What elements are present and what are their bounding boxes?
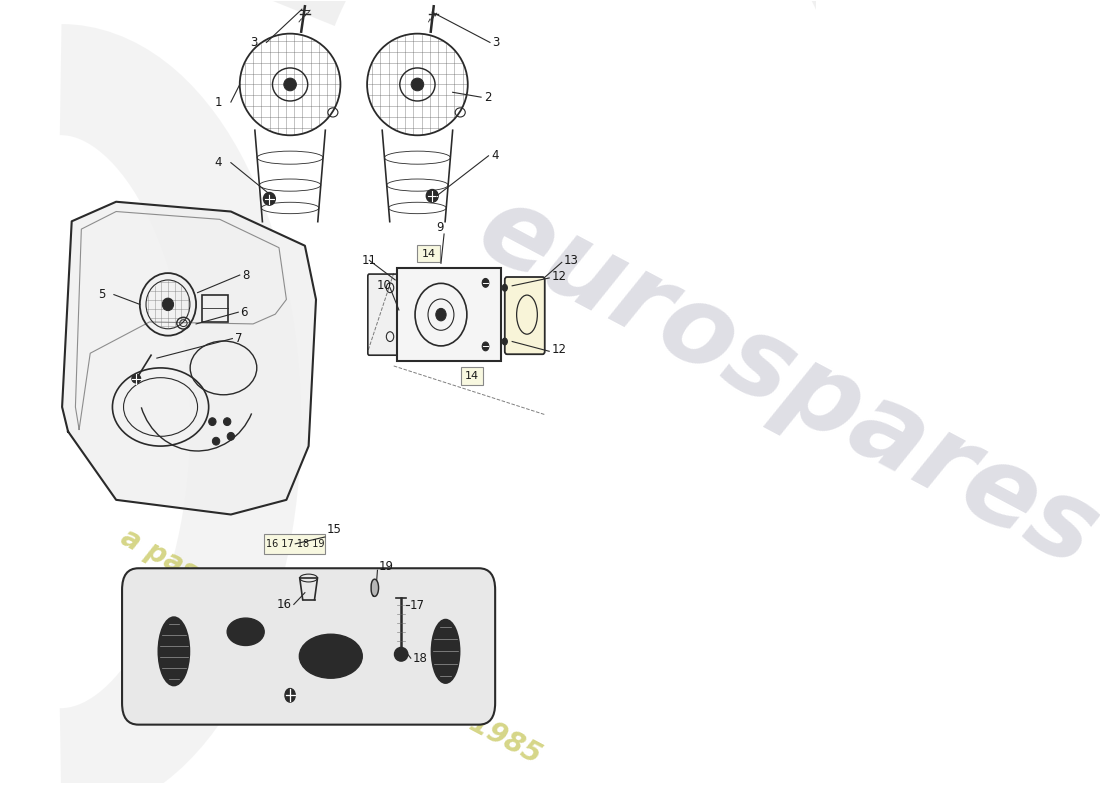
Ellipse shape <box>431 619 460 683</box>
Text: 18: 18 <box>412 652 427 665</box>
Text: 2: 2 <box>484 90 492 104</box>
Text: 1: 1 <box>214 95 222 109</box>
Text: 17: 17 <box>410 599 425 612</box>
Ellipse shape <box>228 433 234 440</box>
Text: 14: 14 <box>465 370 480 381</box>
FancyBboxPatch shape <box>122 568 495 725</box>
Text: a passion for parts since 1985: a passion for parts since 1985 <box>117 523 546 770</box>
Ellipse shape <box>427 190 438 202</box>
Text: 19: 19 <box>378 560 394 573</box>
Ellipse shape <box>411 78 424 91</box>
Bar <box>461 367 483 385</box>
Ellipse shape <box>263 193 275 205</box>
Text: 4: 4 <box>492 150 499 162</box>
Ellipse shape <box>395 647 408 661</box>
Polygon shape <box>371 579 378 597</box>
Ellipse shape <box>482 342 488 350</box>
Ellipse shape <box>285 689 295 702</box>
Text: 3: 3 <box>250 36 257 49</box>
Ellipse shape <box>209 418 216 426</box>
Ellipse shape <box>436 308 447 321</box>
Text: 14: 14 <box>421 249 436 258</box>
Ellipse shape <box>503 284 507 291</box>
Ellipse shape <box>503 338 507 345</box>
Ellipse shape <box>299 634 362 678</box>
Text: 11: 11 <box>362 254 377 267</box>
Text: 16 17 18 19: 16 17 18 19 <box>266 539 324 549</box>
Ellipse shape <box>158 617 189 686</box>
Ellipse shape <box>212 438 220 445</box>
Ellipse shape <box>228 618 264 646</box>
Bar <box>202 294 228 322</box>
Ellipse shape <box>163 298 174 310</box>
Text: 6: 6 <box>241 306 248 318</box>
Bar <box>397 268 502 361</box>
FancyBboxPatch shape <box>367 274 411 355</box>
Ellipse shape <box>284 78 296 91</box>
Text: 7: 7 <box>234 332 242 345</box>
Text: 16: 16 <box>276 598 292 611</box>
Text: 12: 12 <box>551 343 566 356</box>
Ellipse shape <box>132 374 141 383</box>
Text: 13: 13 <box>564 254 579 267</box>
Text: 8: 8 <box>242 269 250 282</box>
Text: 5: 5 <box>98 288 104 301</box>
Bar <box>417 245 440 262</box>
FancyBboxPatch shape <box>505 277 544 354</box>
Text: 4: 4 <box>214 156 222 169</box>
Text: 10: 10 <box>376 279 392 292</box>
Text: 12: 12 <box>551 270 566 282</box>
Text: 15: 15 <box>327 522 342 536</box>
Bar <box>264 534 324 554</box>
Text: 3: 3 <box>492 36 499 49</box>
Polygon shape <box>62 202 316 514</box>
Ellipse shape <box>482 278 488 287</box>
Text: 9: 9 <box>437 221 444 234</box>
Ellipse shape <box>223 418 231 426</box>
Text: eurospares: eurospares <box>461 175 1100 590</box>
